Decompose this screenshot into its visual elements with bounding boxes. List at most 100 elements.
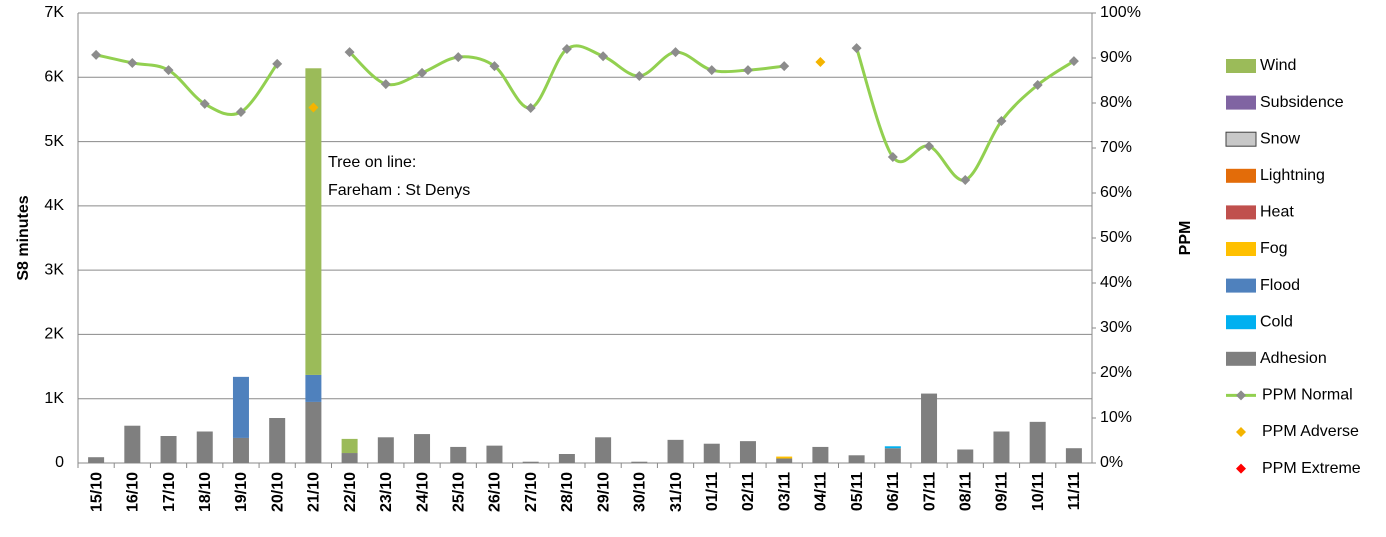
bar xyxy=(776,458,793,463)
ppm-marker xyxy=(235,107,246,117)
x-tick-group: 22/10 xyxy=(342,472,359,512)
x-tick-label: 08/11 xyxy=(957,472,974,511)
y2-tick-label: 90% xyxy=(1100,49,1132,66)
y-tick-label: 2K xyxy=(44,326,64,343)
x-tick-group: 08/11 xyxy=(957,472,974,511)
x-tick-group: 25/10 xyxy=(450,472,467,512)
bar xyxy=(196,431,213,463)
bar xyxy=(884,448,901,463)
x-tick-label: 06/11 xyxy=(885,472,902,511)
x-tick-label: 18/10 xyxy=(197,472,214,512)
y2-tick-label: 50% xyxy=(1100,229,1132,246)
ppm-marker xyxy=(417,67,428,78)
bar xyxy=(522,461,539,463)
annotation: Fareham : St Denys xyxy=(328,182,470,199)
y-axis-title: S8 minutes xyxy=(15,195,32,280)
x-tick-label: 11/11 xyxy=(1066,472,1083,510)
bar xyxy=(739,441,756,463)
ppm-marker xyxy=(453,52,464,63)
x-tick-group: 23/10 xyxy=(378,472,395,512)
y2-tick-label: 10% xyxy=(1100,409,1132,426)
bar xyxy=(957,449,974,463)
legend-label: Wind xyxy=(1260,57,1296,74)
bar xyxy=(305,68,322,375)
x-tick-label: 02/11 xyxy=(740,472,757,511)
ppm-marker xyxy=(634,71,645,81)
bar xyxy=(269,418,286,463)
x-tick-label: 03/11 xyxy=(776,472,793,511)
x-tick-label: 07/11 xyxy=(921,472,938,511)
x-tick-group: 09/11 xyxy=(994,472,1011,511)
legend-swatch xyxy=(1226,278,1256,293)
bar xyxy=(486,445,503,463)
x-tick-group: 18/10 xyxy=(197,472,214,512)
legend-marker xyxy=(1236,390,1246,401)
ppm-marker xyxy=(851,43,862,54)
x-tick-group: 15/10 xyxy=(88,472,105,512)
legend-label: PPM Adverse xyxy=(1262,423,1359,440)
x-tick-label: 01/11 xyxy=(704,472,721,511)
ppm-marker xyxy=(127,57,138,68)
bar xyxy=(631,461,648,463)
x-tick-group: 01/11 xyxy=(704,472,721,511)
legend-label: Cold xyxy=(1260,313,1293,330)
bar xyxy=(703,443,720,463)
y-tick-label: 4K xyxy=(44,197,64,214)
bar xyxy=(305,401,322,463)
bar xyxy=(232,437,249,463)
bar xyxy=(776,456,793,459)
bar xyxy=(305,374,322,402)
bar xyxy=(848,455,865,463)
y2-tick-label: 20% xyxy=(1100,364,1132,381)
x-tick-label: 25/10 xyxy=(450,472,467,512)
y2-tick-label: 40% xyxy=(1100,274,1132,291)
legend-label: Flood xyxy=(1260,277,1300,294)
ppm-marker xyxy=(924,141,935,152)
x-tick-group: 19/10 xyxy=(233,472,250,512)
y2-tick-label: 80% xyxy=(1100,94,1132,111)
bar xyxy=(377,437,394,463)
legend-swatch xyxy=(1226,95,1256,110)
y2-tick-label: 30% xyxy=(1100,319,1132,336)
x-tick-label: 22/10 xyxy=(342,472,359,512)
x-tick-group: 05/11 xyxy=(849,472,866,511)
ppm-marker xyxy=(525,102,536,113)
legend-swatch xyxy=(1226,351,1256,366)
x-tick-group: 06/11 xyxy=(885,472,902,511)
ppm-marker xyxy=(1032,80,1043,90)
bar xyxy=(1065,448,1082,463)
ppm-marker xyxy=(598,51,609,62)
ppm-marker xyxy=(380,79,391,90)
ppm-marker xyxy=(706,65,717,76)
x-tick-label: 04/11 xyxy=(813,472,830,511)
legend-label: Fog xyxy=(1260,240,1288,257)
bar xyxy=(812,446,829,463)
x-tick-group: 03/11 xyxy=(776,472,793,511)
ppm-marker xyxy=(561,44,572,54)
x-tick-label: 15/10 xyxy=(88,472,105,512)
x-tick-label: 31/10 xyxy=(668,472,685,512)
x-tick-group: 10/11 xyxy=(1030,472,1047,511)
ppm-marker xyxy=(670,47,681,58)
x-tick-label: 19/10 xyxy=(233,472,250,512)
bar xyxy=(450,446,467,463)
bar xyxy=(595,437,612,463)
x-tick-label: 28/10 xyxy=(559,472,576,512)
y2-tick-label: 70% xyxy=(1100,139,1132,156)
ppm-point xyxy=(308,102,319,113)
bar xyxy=(232,376,249,438)
x-tick-group: 21/10 xyxy=(306,472,323,512)
y2-tick-label: 60% xyxy=(1100,184,1132,201)
x-tick-label: 23/10 xyxy=(378,472,395,512)
bar xyxy=(884,446,901,449)
bar xyxy=(414,434,431,463)
annotation: Tree on line: xyxy=(328,154,416,171)
bar xyxy=(921,393,938,463)
x-tick-label: 27/10 xyxy=(523,472,540,512)
x-tick-group: 07/11 xyxy=(921,472,938,511)
legend-label: Heat xyxy=(1260,204,1294,221)
legend-swatch xyxy=(1226,315,1256,330)
y-tick-label: 1K xyxy=(44,390,64,407)
x-tick-group: 30/10 xyxy=(632,472,649,512)
y-tick-label: 5K xyxy=(44,133,64,150)
